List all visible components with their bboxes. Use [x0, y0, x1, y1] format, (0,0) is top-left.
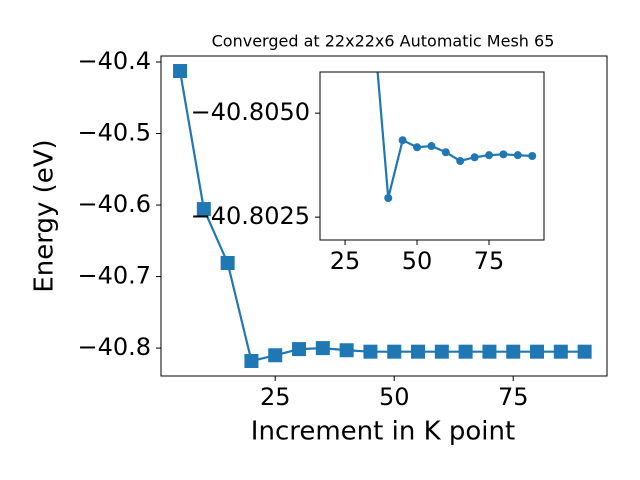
data-point	[398, 136, 407, 145]
data-point	[220, 255, 235, 270]
data-point	[485, 151, 494, 160]
data-point	[387, 344, 402, 359]
x-tick-label: 50	[402, 247, 433, 275]
data-point	[173, 64, 188, 79]
y-tick-label: −40.8050	[191, 98, 310, 126]
data-point	[470, 153, 479, 162]
axes-frame	[160, 55, 608, 377]
data-point	[513, 151, 522, 160]
data-point	[456, 156, 465, 165]
y-tick-label: −40.7	[77, 262, 151, 290]
data-point	[553, 344, 568, 359]
data-point	[413, 143, 422, 152]
axes-frame	[319, 71, 545, 241]
data-point	[528, 152, 537, 160]
data-point	[441, 148, 450, 157]
data-point	[458, 344, 473, 359]
data-point	[530, 344, 545, 359]
data-point	[363, 344, 378, 359]
y-tick-label: −40.4	[77, 47, 151, 75]
data-point	[506, 344, 521, 359]
data-point	[434, 344, 449, 359]
data-point	[427, 142, 436, 151]
y-tick-label: −40.5	[77, 119, 151, 147]
plot-area	[173, 64, 592, 368]
data-point	[499, 150, 508, 159]
x-tick-label: 25	[330, 247, 361, 275]
y-axis-label: Energy (eV)	[30, 139, 60, 292]
x-tick-label: 25	[260, 383, 291, 411]
data-point	[384, 194, 393, 202]
x-tick-label: 50	[379, 383, 410, 411]
plot-area	[370, 23, 537, 202]
data-point	[292, 342, 307, 357]
axes-background	[320, 72, 544, 240]
data-point	[315, 341, 330, 356]
y-tick-label: −40.8025	[191, 202, 310, 230]
y-tick-label: −40.8	[77, 333, 151, 361]
data-point	[196, 202, 211, 217]
data-point	[370, 23, 378, 31]
data-point	[411, 344, 426, 359]
x-tick-label: 75	[474, 247, 505, 275]
data-point	[482, 344, 497, 359]
data-point	[244, 353, 259, 368]
x-tick-label: 75	[498, 383, 529, 411]
data-point	[339, 343, 354, 358]
data-point	[577, 344, 592, 359]
chart-title: Converged at 22x22x6 Automatic Mesh 65	[212, 32, 555, 51]
y-tick-label: −40.6	[77, 190, 151, 218]
data-point	[268, 348, 283, 363]
x-axis-label: Increment in K point	[251, 417, 515, 447]
